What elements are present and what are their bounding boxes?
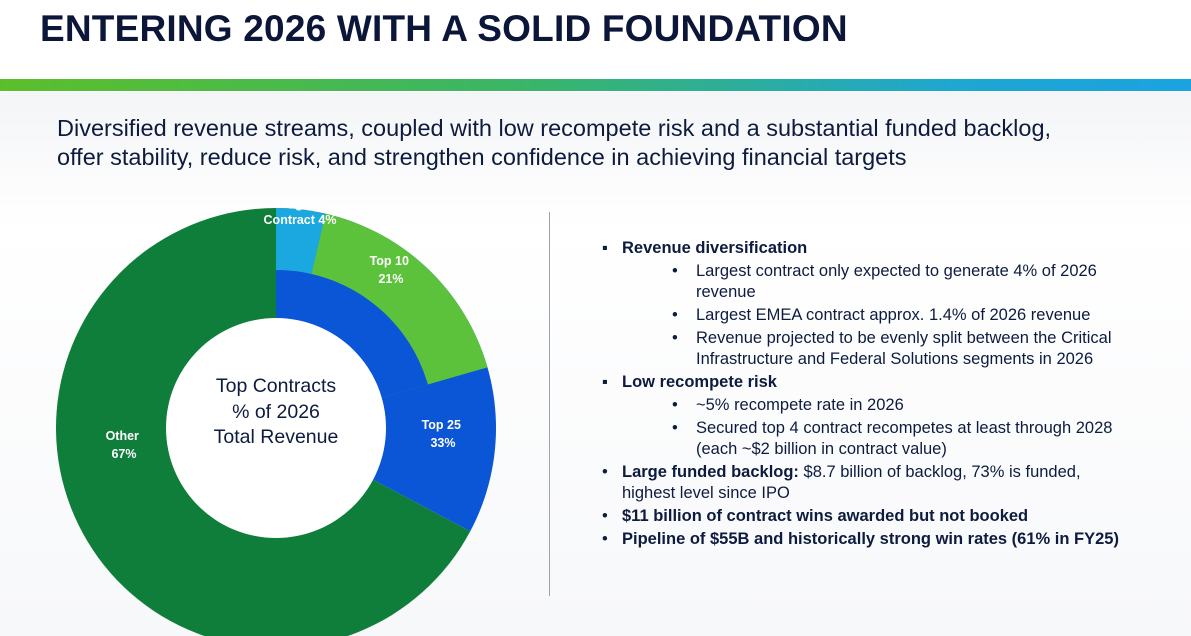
bullet-contract-wins: • $11 billion of contract wins awarded b… (600, 506, 1180, 527)
label-top10-line1: Top 10 (370, 254, 409, 268)
dot-bullet-icon: • (602, 463, 608, 481)
page-title: ENTERING 2026 WITH A SOLID FOUNDATION (40, 8, 848, 49)
center-label-line3: Total Revenue (213, 426, 339, 448)
label-largest-line1: Largest (276, 197, 322, 211)
sub-bullet-line1: Secured top 4 contract recompetes at lea… (696, 419, 1113, 437)
label-top25-line1: Top 25 (422, 418, 461, 432)
sub-bullet-line2: Infrastructure and Federal Solutions seg… (696, 350, 1094, 368)
sub-bullet: • Revenue projected to be evenly split b… (600, 328, 1180, 370)
label-top25: Top 25 33% (422, 418, 465, 450)
sub-bullet-line1: Revenue projected to be evenly split bet… (696, 329, 1112, 347)
bullet-backlog-rest: $8.7 billion of backlog, 73% is funded, (798, 463, 1081, 481)
bullet-low-recompete: ▪ Low recompete risk (600, 372, 1180, 393)
dot-bullet-icon: • (602, 530, 608, 548)
dot-bullet-icon: • (672, 262, 678, 280)
label-other-line1: Other (106, 429, 139, 443)
sub-bullet-line1: ~5% recompete rate in 2026 (696, 396, 904, 414)
vertical-divider (549, 212, 550, 596)
sub-bullet: • ~5% recompete rate in 2026 (600, 395, 1180, 416)
bullet-backlog-bold: Large funded backlog: (622, 463, 799, 481)
donut-hole (166, 318, 386, 538)
bullet-heading: Low recompete risk (622, 373, 777, 391)
bullet-heading: Revenue diversification (622, 239, 808, 257)
bullet-backlog-line2: highest level since IPO (622, 484, 790, 502)
sub-bullet: • Largest EMEA contract approx. 1.4% of … (600, 305, 1180, 326)
bullet-revenue-diversification: ▪ Revenue diversification (600, 238, 1180, 259)
sub-bullet-line2: (each ~$2 billion in contract value) (696, 440, 947, 458)
sub-bullet: • Largest contract only expected to gene… (600, 261, 1180, 303)
dot-bullet-icon: • (672, 419, 678, 437)
label-top25-line2: 33% (430, 436, 455, 450)
sub-bullet-line1: Largest contract only expected to genera… (696, 262, 1097, 280)
bullet-pipeline-text: Pipeline of $55B and historically strong… (622, 530, 1119, 548)
square-bullet-icon: ▪ (602, 373, 608, 391)
donut-chart-svg: Largest Contract 4% Top 10 21% Top 25 33… (56, 197, 496, 636)
sub-bullet: • Secured top 4 contract recompetes at l… (600, 418, 1180, 460)
center-label-line1: Top Contracts (215, 375, 337, 397)
subtitle: Diversified revenue streams, coupled wit… (57, 114, 1167, 172)
center-label: Top Contracts % of 2026 Total Revenue (176, 374, 376, 451)
label-largest: Largest Contract 4% (264, 197, 337, 227)
dot-bullet-icon: • (672, 329, 678, 347)
label-top10-line2: 21% (378, 272, 403, 286)
label-other: Other 67% (106, 429, 143, 461)
dot-bullet-icon: • (672, 396, 678, 414)
dot-bullet-icon: • (602, 507, 608, 525)
sub-bullet-line2: revenue (696, 283, 756, 301)
bullet-pipeline: • Pipeline of $55B and historically stro… (600, 529, 1180, 550)
subtitle-line-2: offer stability, reduce risk, and streng… (57, 144, 907, 170)
dot-bullet-icon: • (672, 306, 678, 324)
donut-chart: Largest Contract 4% Top 10 21% Top 25 33… (0, 180, 560, 636)
bullet-list: ▪ Revenue diversification • Largest cont… (600, 238, 1180, 552)
label-largest-line2: Contract 4% (264, 213, 337, 227)
label-other-line2: 67% (111, 447, 136, 461)
sub-bullet-line1: Largest EMEA contract approx. 1.4% of 20… (696, 306, 1091, 324)
label-top10: Top 10 21% (370, 254, 413, 286)
center-label-line2: % of 2026 (232, 400, 320, 423)
subtitle-line-1: Diversified revenue streams, coupled wit… (57, 115, 1052, 141)
title-accent-bar (0, 79, 1191, 91)
bullet-contract-wins-text: $11 billion of contract wins awarded but… (622, 507, 1029, 525)
bullet-backlog: • Large funded backlog: $8.7 billion of … (600, 462, 1180, 504)
square-bullet-icon: ▪ (602, 239, 608, 257)
